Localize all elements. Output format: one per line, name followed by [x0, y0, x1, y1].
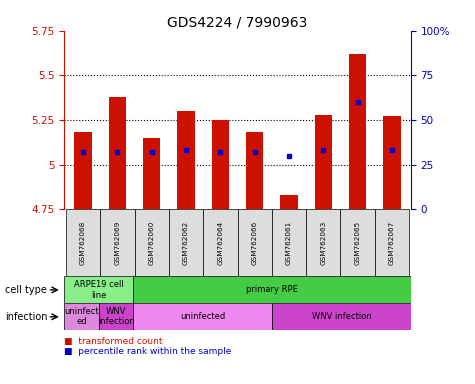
Text: ■  transformed count: ■ transformed count — [64, 337, 162, 346]
Text: ■  percentile rank within the sample: ■ percentile rank within the sample — [64, 347, 231, 356]
Text: uninfect
ed: uninfect ed — [64, 307, 99, 326]
Bar — [212, 120, 229, 209]
Bar — [272, 209, 306, 276]
Text: GSM762061: GSM762061 — [286, 221, 292, 265]
Bar — [109, 97, 126, 209]
Bar — [272, 303, 411, 330]
Bar — [383, 116, 400, 209]
Bar — [133, 276, 411, 303]
Bar — [64, 303, 99, 330]
Text: WNV
infection: WNV infection — [98, 307, 134, 326]
Bar — [315, 115, 332, 209]
Bar — [133, 303, 272, 330]
Bar — [134, 209, 169, 276]
Text: GSM762069: GSM762069 — [114, 221, 120, 265]
Text: GSM762060: GSM762060 — [149, 221, 155, 265]
Bar — [143, 138, 160, 209]
Text: cell type: cell type — [5, 285, 47, 295]
Title: GDS4224 / 7990963: GDS4224 / 7990963 — [167, 16, 308, 30]
Bar — [341, 209, 375, 276]
Bar — [169, 209, 203, 276]
Bar — [238, 209, 272, 276]
Bar — [306, 209, 341, 276]
Text: GSM762067: GSM762067 — [389, 221, 395, 265]
Bar — [178, 111, 195, 209]
Text: uninfected: uninfected — [180, 312, 226, 321]
Text: GSM762068: GSM762068 — [80, 221, 86, 265]
Bar — [100, 209, 134, 276]
Bar — [203, 209, 238, 276]
Bar — [64, 276, 133, 303]
Text: GSM762066: GSM762066 — [252, 221, 257, 265]
Text: infection: infection — [5, 312, 47, 322]
Text: primary RPE: primary RPE — [246, 285, 298, 295]
Text: WNV infection: WNV infection — [312, 312, 371, 321]
Text: ARPE19 cell
line: ARPE19 cell line — [74, 280, 124, 300]
Bar — [375, 209, 409, 276]
Text: GSM762063: GSM762063 — [320, 221, 326, 265]
Bar — [246, 132, 263, 209]
Bar — [280, 195, 297, 209]
Bar — [75, 132, 92, 209]
Text: GSM762062: GSM762062 — [183, 221, 189, 265]
Text: GSM762064: GSM762064 — [218, 221, 223, 265]
Text: GSM762065: GSM762065 — [355, 221, 361, 265]
Bar — [99, 303, 133, 330]
Bar — [66, 209, 100, 276]
Bar — [349, 54, 366, 209]
